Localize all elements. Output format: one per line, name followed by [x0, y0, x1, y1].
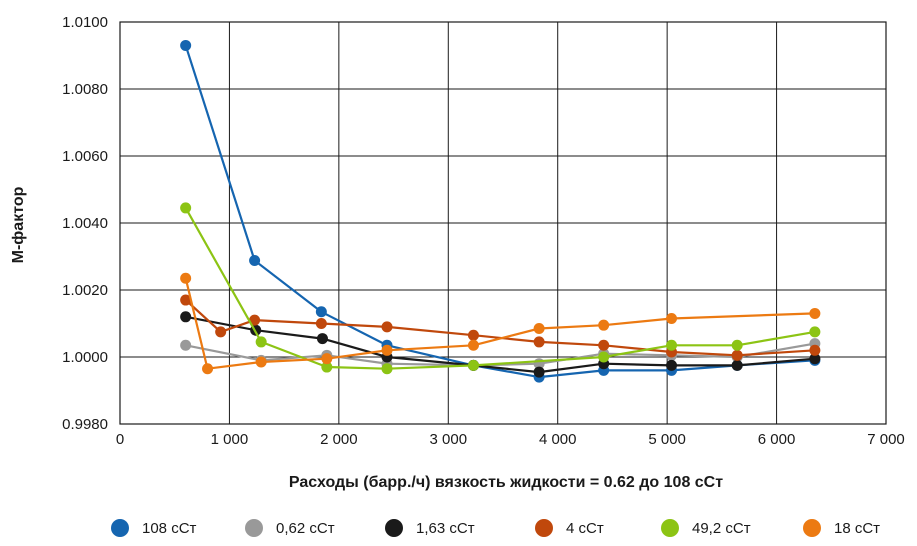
data-point: [202, 363, 214, 375]
data-point: [533, 366, 545, 378]
x-tick-label: 4 000: [539, 431, 577, 448]
legend-label: 49,2 сСт: [692, 520, 751, 537]
y-tick-label: 1.0000: [62, 349, 108, 366]
data-point: [598, 339, 610, 351]
legend-item: 4 сСт: [535, 519, 604, 537]
legend-item: 0,62 сСт: [245, 519, 335, 537]
x-tick-label: 5 000: [648, 431, 686, 448]
legend-label: 0,62 сСт: [276, 520, 335, 537]
data-point: [731, 339, 743, 351]
series-line: [184, 299, 815, 357]
data-point: [467, 329, 479, 341]
data-point: [315, 318, 327, 329]
legend-label: 108 сСт: [142, 520, 197, 537]
x-tick-label: 2 000: [320, 431, 358, 448]
data-point: [809, 326, 821, 338]
data-point: [255, 336, 267, 348]
legend-marker: [803, 519, 821, 537]
series-3: [180, 311, 821, 378]
y-tick-label: 1.0020: [62, 282, 108, 299]
data-point: [533, 323, 545, 335]
legend-marker: [111, 519, 129, 537]
data-point: [598, 319, 610, 331]
series-line: [184, 45, 815, 379]
y-tick-label: 1.0060: [62, 148, 108, 165]
legend-marker: [245, 519, 263, 537]
legend-item: 1,63 сСт: [385, 519, 475, 537]
data-point: [666, 359, 678, 371]
legend-label: 4 сСт: [566, 520, 604, 537]
y-tick-label: 1.0100: [62, 14, 108, 31]
data-point: [381, 321, 393, 333]
legend-marker: [385, 519, 403, 537]
x-tick-label: 7 000: [867, 431, 905, 448]
data-point: [180, 272, 192, 284]
data-point: [321, 353, 333, 365]
data-point: [467, 339, 479, 351]
data-point: [180, 39, 192, 51]
data-point: [467, 359, 479, 371]
series-5: [180, 202, 821, 375]
series-6: [180, 272, 821, 375]
axes: 0 1 000 2 000 3 000 4 000 5 000 6 000 7 000 0.99…: [62, 14, 905, 448]
y-tick-label: 1.0040: [62, 215, 108, 232]
data-point: [215, 326, 227, 338]
data-point: [321, 361, 333, 373]
legend-marker: [661, 519, 679, 537]
data-point: [666, 339, 678, 351]
legend-label: 1,63 сСт: [416, 520, 475, 537]
data-point: [381, 344, 393, 356]
legend: 108 сСт 0,62 сСт 1,63 сСт 4 сСт 49,2 сСт 18 с…: [111, 519, 880, 537]
data-point: [666, 312, 678, 324]
data-point: [533, 336, 545, 348]
x-tick-label: 0: [116, 431, 124, 448]
y-axis-title: М-фактор: [10, 186, 27, 263]
y-tick-label: 1.0080: [62, 81, 108, 98]
x-tick-label: 1 000: [211, 431, 249, 448]
x-tick-label: 6 000: [758, 431, 796, 448]
series-line: [185, 315, 815, 374]
data-point: [731, 359, 743, 371]
y-tick-label: 0.9980: [62, 416, 108, 433]
data-point: [316, 333, 328, 345]
series-line: [185, 342, 816, 367]
x-axis-title: Расходы (барр./ч) вязкость жидкости = 0.…: [289, 474, 723, 491]
data-point: [180, 311, 192, 323]
legend-item: 49,2 сСт: [661, 519, 751, 537]
data-point: [315, 306, 327, 318]
series-lines: [180, 39, 821, 383]
legend-marker: [535, 519, 553, 537]
data-point: [598, 351, 610, 363]
legend-item: 108 сСт: [111, 519, 197, 537]
x-tick-label: 3 000: [430, 431, 468, 448]
grid: [119, 21, 887, 425]
legend-item: 18 сСт: [803, 519, 880, 537]
data-point: [249, 314, 261, 326]
series-1: [180, 39, 821, 383]
data-point: [180, 202, 192, 214]
series-line: [184, 278, 815, 370]
series-4: [180, 294, 821, 361]
data-point: [249, 255, 261, 267]
legend-label: 18 сСт: [834, 520, 880, 537]
data-point: [180, 294, 192, 306]
data-point: [809, 353, 821, 365]
data-point: [731, 349, 743, 361]
data-point: [180, 339, 192, 351]
data-point: [255, 356, 267, 368]
data-point: [381, 363, 393, 375]
data-point: [809, 344, 821, 356]
series-line: [184, 207, 816, 370]
data-point: [809, 307, 821, 319]
